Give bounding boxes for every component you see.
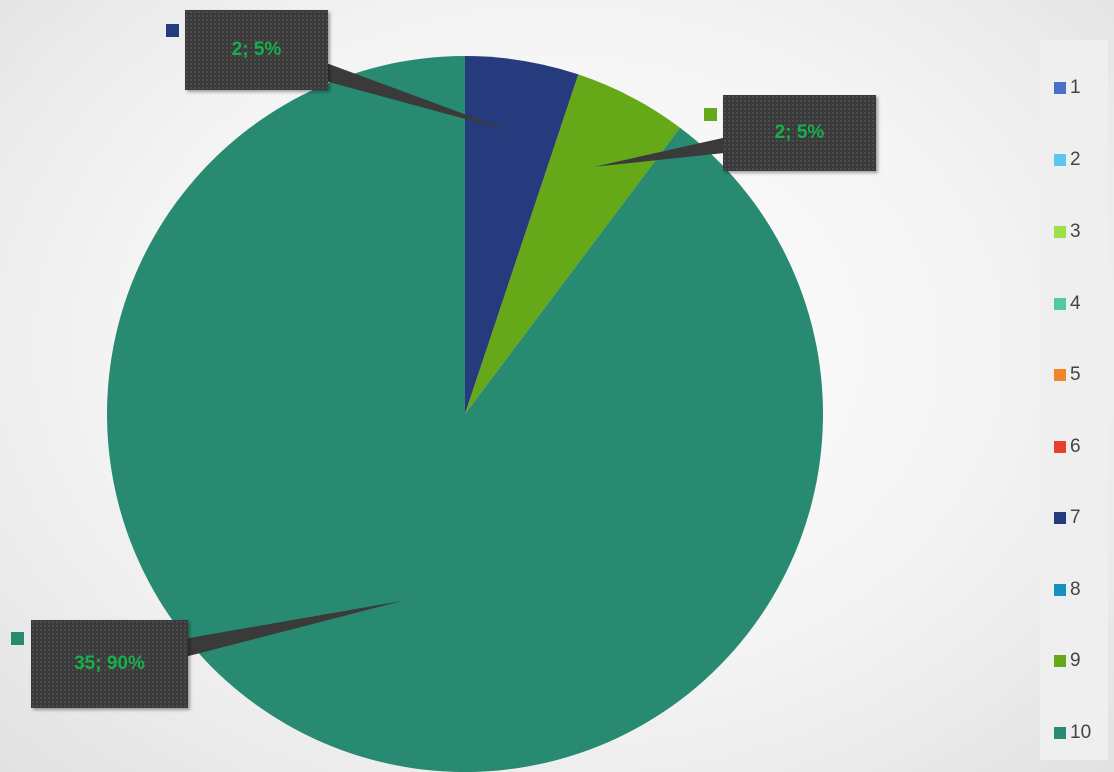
legend-label-4: 4 bbox=[1070, 293, 1081, 315]
legend-item-3: 3 bbox=[1054, 220, 1081, 244]
legend-item-1: 1 bbox=[1054, 76, 1081, 100]
legend-item-9: 9 bbox=[1054, 649, 1081, 673]
legend-swatch-5 bbox=[1054, 369, 1066, 381]
data-label-marker-10 bbox=[11, 632, 24, 645]
legend-label-8: 8 bbox=[1070, 579, 1081, 601]
pie-slices bbox=[107, 56, 823, 772]
legend-swatch-8 bbox=[1054, 584, 1066, 596]
legend-item-2: 2 bbox=[1054, 148, 1081, 172]
legend-item-8: 8 bbox=[1054, 578, 1081, 602]
legend-item-4: 4 bbox=[1054, 292, 1081, 316]
legend-label-1: 1 bbox=[1070, 77, 1081, 99]
legend-item-5: 5 bbox=[1054, 363, 1081, 387]
legend-item-10: 10 bbox=[1054, 721, 1091, 745]
legend-label-3: 3 bbox=[1070, 221, 1081, 243]
data-label-marker-7 bbox=[166, 24, 179, 37]
legend-label-5: 5 bbox=[1070, 364, 1081, 386]
legend-swatch-6 bbox=[1054, 441, 1066, 453]
legend-label-9: 9 bbox=[1070, 650, 1081, 672]
legend-swatch-1 bbox=[1054, 82, 1066, 94]
data-label-10: 35; 90% bbox=[31, 620, 188, 708]
legend: 1 2 3 4 5 6 7 8 9 10 bbox=[1040, 40, 1108, 760]
legend-swatch-10 bbox=[1054, 727, 1066, 739]
legend-item-6: 6 bbox=[1054, 435, 1081, 459]
legend-label-6: 6 bbox=[1070, 436, 1081, 458]
legend-swatch-9 bbox=[1054, 655, 1066, 667]
data-label-9: 2; 5% bbox=[723, 95, 876, 171]
legend-swatch-3 bbox=[1054, 226, 1066, 238]
legend-label-7: 7 bbox=[1070, 507, 1081, 529]
data-label-marker-9 bbox=[704, 108, 717, 121]
legend-label-2: 2 bbox=[1070, 149, 1081, 171]
legend-swatch-7 bbox=[1054, 512, 1066, 524]
legend-swatch-4 bbox=[1054, 298, 1066, 310]
legend-item-7: 7 bbox=[1054, 506, 1081, 530]
legend-swatch-2 bbox=[1054, 154, 1066, 166]
data-label-7: 2; 5% bbox=[185, 10, 328, 90]
legend-label-10: 10 bbox=[1070, 722, 1091, 744]
